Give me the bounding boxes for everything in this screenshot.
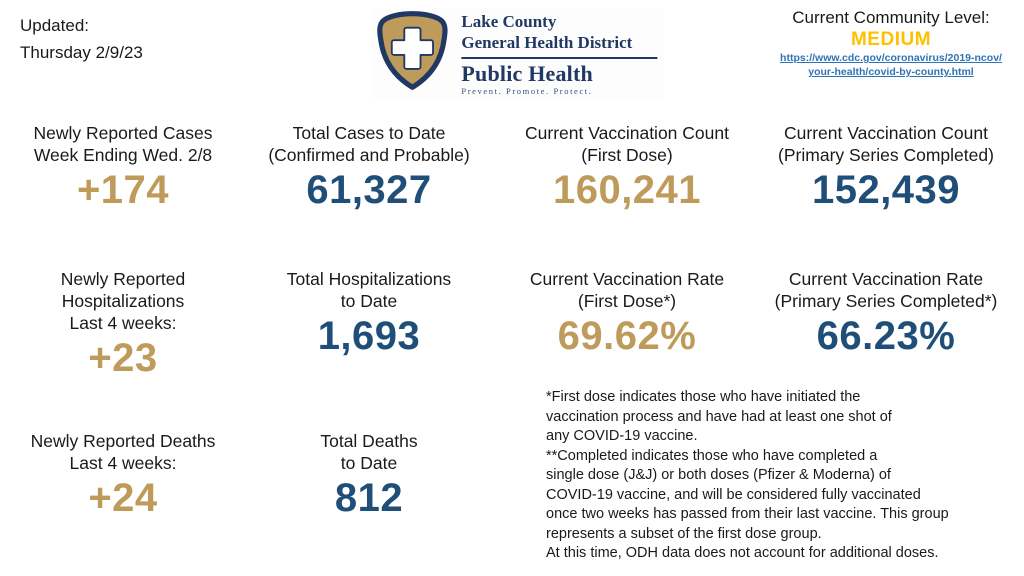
stat-value: 812 <box>334 476 404 520</box>
stat-total-deaths: Total Deaths to Date 812 <box>248 430 490 520</box>
stat-value: 160,241 <box>552 168 702 212</box>
shield-cross-icon <box>375 10 449 96</box>
community-level-label: Current Community Level: <box>792 8 990 27</box>
stat-total-cases: Total Cases to Date (Confirmed and Proba… <box>248 122 490 212</box>
stat-value: 66.23% <box>816 314 956 358</box>
stat-newly-reported-hospitalizations: Newly Reported Hospitalizations Last 4 w… <box>0 268 246 380</box>
stat-total-hospitalizations: Total Hospitalizations to Date 1,693 <box>248 268 490 358</box>
stat-label: Total Hospitalizations to Date <box>286 269 452 311</box>
community-level-value: MEDIUM <box>850 29 932 50</box>
stat-vaccination-rate-first-dose: Current Vaccination Rate (First Dose*) 6… <box>498 268 756 358</box>
org-logo: Lake County General Health District Publ… <box>369 8 664 98</box>
stat-label: Total Deaths to Date <box>320 431 418 473</box>
stat-value: 152,439 <box>811 168 961 212</box>
stat-label: Current Vaccination Rate (First Dose*) <box>529 269 725 311</box>
updated-timestamp: Updated: Thursday 2/9/23 <box>20 16 143 62</box>
stat-label: Newly Reported Deaths Last 4 weeks: <box>30 431 216 473</box>
stat-value: 69.62% <box>557 314 697 358</box>
stat-value: +174 <box>76 168 170 212</box>
stat-label: Current Vaccination Rate (Primary Series… <box>774 269 998 311</box>
org-name: Lake County General Health District <box>461 11 633 52</box>
cdc-link-line1[interactable]: https://www.cdc.gov/coronavirus/2019-nco… <box>780 52 1002 64</box>
stat-label: Total Cases to Date (Confirmed and Proba… <box>268 123 470 165</box>
stat-value: 61,327 <box>306 168 432 212</box>
stat-vaccination-count-completed: Current Vaccination Count (Primary Serie… <box>752 122 1020 212</box>
stat-vaccination-rate-completed: Current Vaccination Rate (Primary Series… <box>752 268 1020 358</box>
stat-value: 1,693 <box>317 314 421 358</box>
stat-label: Newly Reported Cases Week Ending Wed. 2/… <box>33 123 213 165</box>
stat-label: Newly Reported Hospitalizations Last 4 w… <box>60 269 186 333</box>
stat-vaccination-count-first-dose: Current Vaccination Count (First Dose) 1… <box>498 122 756 212</box>
stat-newly-reported-cases: Newly Reported Cases Week Ending Wed. 2/… <box>0 122 246 212</box>
cdc-link-line2[interactable]: your-health/covid-by-county.html <box>808 66 974 78</box>
stat-value: +23 <box>88 336 158 380</box>
stat-newly-reported-deaths: Newly Reported Deaths Last 4 weeks: +24 <box>0 430 246 520</box>
stat-value: +24 <box>88 476 158 520</box>
community-level-panel: Current Community Level: MEDIUM https://… <box>764 6 1018 79</box>
org-tagline: Prevent. Promote. Protect. <box>461 85 593 96</box>
org-brand: Public Health <box>461 60 593 86</box>
stat-label: Current Vaccination Count (First Dose) <box>525 123 729 165</box>
stat-label: Current Vaccination Count (Primary Serie… <box>778 123 994 165</box>
logo-divider <box>461 56 658 59</box>
dose-definitions-footnote: *First dose indicates those who have ini… <box>546 389 949 561</box>
